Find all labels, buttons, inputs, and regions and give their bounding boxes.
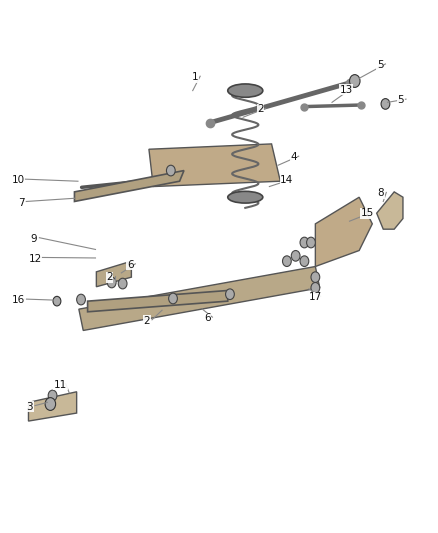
Circle shape [381,99,390,109]
Polygon shape [96,261,131,287]
Text: 2: 2 [143,316,150,326]
Polygon shape [74,171,184,201]
Text: 12: 12 [28,254,42,263]
Polygon shape [315,197,372,266]
Text: 10: 10 [12,175,25,185]
Text: 1: 1 [191,72,198,82]
Text: 5: 5 [397,95,404,105]
Text: 16: 16 [12,295,25,305]
Circle shape [77,294,85,305]
Text: 7: 7 [18,198,25,207]
Circle shape [118,278,127,289]
Text: 14: 14 [280,175,293,185]
Text: 11: 11 [54,380,67,390]
Circle shape [283,256,291,266]
Text: 5: 5 [377,60,384,70]
Circle shape [311,272,320,282]
Circle shape [48,390,57,401]
Circle shape [169,293,177,304]
Text: 9: 9 [31,234,38,244]
Circle shape [166,165,175,176]
Circle shape [350,75,360,87]
Circle shape [226,289,234,300]
Text: 6: 6 [127,260,134,270]
Text: 2: 2 [257,104,264,114]
Text: 8: 8 [378,189,385,198]
Circle shape [311,282,320,293]
Text: 3: 3 [26,402,33,411]
Text: 4: 4 [290,152,297,162]
Text: 2: 2 [106,272,113,282]
Text: 17: 17 [309,293,322,302]
Polygon shape [28,392,77,421]
Text: 13: 13 [339,85,353,94]
Circle shape [107,277,116,288]
Polygon shape [79,266,320,330]
Ellipse shape [228,191,263,203]
Circle shape [291,251,300,261]
Text: 6: 6 [204,313,211,323]
Circle shape [53,296,61,306]
Polygon shape [88,290,228,312]
Ellipse shape [228,84,263,98]
Circle shape [307,237,315,248]
Circle shape [300,237,309,248]
Polygon shape [377,192,403,229]
Polygon shape [149,144,280,187]
Text: 15: 15 [360,208,374,218]
Circle shape [45,398,56,410]
Circle shape [300,256,309,266]
